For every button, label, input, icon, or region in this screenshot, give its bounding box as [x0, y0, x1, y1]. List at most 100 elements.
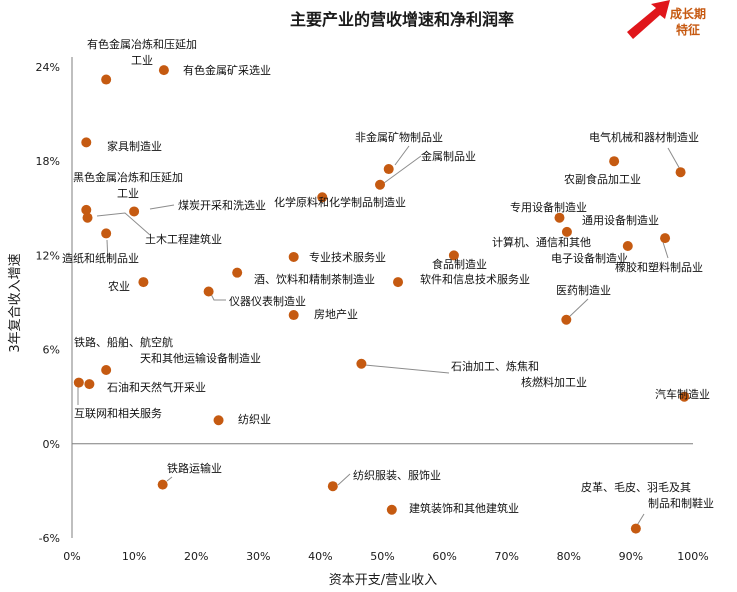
data-point [386, 504, 397, 515]
x-tick-label: 90% [619, 550, 643, 563]
leader-line [106, 239, 109, 263]
data-point [561, 226, 572, 237]
point-label: 橡胶和塑料制品业 [615, 260, 703, 274]
y-axis-title: 3年复合收入增速 [8, 253, 23, 352]
data-point [288, 251, 299, 262]
leader-line [166, 476, 173, 482]
y-tick-label: 12% [36, 249, 60, 262]
point-label: 仪器仪表制造业 [229, 294, 306, 308]
x-tick-label: 80% [557, 550, 581, 563]
data-point [609, 156, 620, 167]
leader-lines [77, 145, 682, 528]
badge-arrow-icon [627, 0, 670, 39]
x-tick-label: 70% [494, 550, 518, 563]
y-tick-label: 6% [43, 344, 60, 357]
x-tick-label: 20% [184, 550, 208, 563]
x-tick-label: 0% [63, 550, 80, 563]
data-labels: 有色金属冶炼和压延加工业有色金属矿采选业家具制造业黑色金属冶炼和压延加工业煤炭开… [62, 37, 714, 515]
data-point [138, 277, 149, 288]
x-tick-label: 100% [677, 550, 708, 563]
point-label: 酒、饮料和精制茶制造业 [254, 272, 375, 286]
point-label: 专用设备制造业 [510, 200, 587, 214]
point-label: 家具制造业 [107, 139, 162, 153]
x-axis-title: 资本开支/营业收入 [329, 573, 437, 588]
leader-line [96, 212, 151, 236]
data-point [129, 206, 140, 217]
data-point [679, 391, 690, 402]
y-tick-label: 0% [43, 438, 60, 451]
point-label: 通用设备制造业 [582, 213, 659, 227]
point-label: 互联网和相关服务 [74, 406, 162, 420]
data-point [101, 74, 112, 85]
data-point [101, 228, 112, 239]
point-label: 石油和天然气开采业 [107, 380, 206, 394]
leader-line [383, 155, 422, 184]
point-label: 建筑装饰和其他建筑业 [409, 501, 519, 515]
point-label: 石油加工、炼焦和核燃料加工业 [451, 359, 587, 389]
y-tick-labels: -6% 0% 6% 12% 18% 24% [36, 61, 60, 545]
point-label: 黑色金属冶炼和压延加工业 [73, 170, 183, 200]
x-tick-label: 10% [122, 550, 146, 563]
point-label: 食品制造业 [432, 257, 487, 271]
point-label: 铁路运输业 [167, 461, 222, 475]
badge-line-1: 成长期 [670, 6, 706, 21]
leader-line [394, 145, 410, 166]
point-label: 皮革、毛皮、羽毛及其制品和制鞋业 [581, 480, 714, 510]
point-label: 医药制造业 [556, 283, 611, 297]
leader-line [364, 364, 450, 374]
data-point [288, 310, 299, 321]
data-point [554, 212, 565, 223]
point-label: 房地产业 [314, 307, 358, 321]
data-point [630, 523, 641, 534]
chart-title: 主要产业的营收增速和净利润率 [290, 10, 514, 29]
data-point [393, 277, 404, 288]
point-label: 有色金属冶炼和压延加工业 [87, 37, 197, 67]
x-tick-label: 50% [370, 550, 394, 563]
growth-badge: 成长期 特征 [627, 0, 706, 39]
data-point [81, 137, 92, 148]
point-label: 纺织业 [238, 412, 271, 426]
point-label: 汽车制造业 [655, 387, 710, 401]
y-tick-label: 18% [36, 155, 60, 168]
point-label: 金属制品业 [421, 149, 476, 163]
point-label: 专业技术服务业 [309, 250, 386, 264]
data-point [327, 481, 338, 492]
point-label: 农副食品加工业 [564, 172, 641, 186]
data-point [213, 415, 224, 426]
x-tick-label: 30% [246, 550, 270, 563]
point-label: 土木工程建筑业 [145, 232, 222, 246]
data-point [383, 164, 394, 175]
point-label: 农业 [108, 279, 130, 293]
data-point [203, 286, 214, 297]
data-point [660, 233, 671, 244]
y-tick-label: -6% [39, 532, 60, 545]
data-point [375, 179, 386, 190]
data-point [622, 240, 633, 251]
point-label: 电气机械和器材制造业 [589, 130, 699, 144]
point-label: 计算机、通信和其他电子设备制造业 [492, 235, 628, 265]
x-tick-labels: 0% 10% 20% 30% 40% 50% 60% 70% 80% 90% 100% [63, 550, 708, 563]
x-tick-label: 40% [308, 550, 332, 563]
point-label: 非金属矿物制品业 [355, 130, 443, 144]
point-label: 造纸和纸制品业 [62, 251, 139, 265]
data-point [232, 267, 243, 278]
leader-line [667, 147, 682, 172]
data-point [82, 212, 93, 223]
leader-line [149, 204, 175, 210]
data-point [81, 204, 92, 215]
point-label: 软件和信息技术服务业 [420, 272, 530, 286]
leader-line [567, 298, 589, 319]
badge-line-2: 特征 [676, 22, 700, 37]
data-point [317, 192, 328, 203]
point-label: 化学原料和化学制品制造业 [274, 195, 406, 209]
data-point [675, 167, 686, 178]
point-label: 纺织服装、服饰业 [353, 468, 441, 482]
point-label: 铁路、船舶、航空航天和其他运输设备制造业 [74, 335, 261, 365]
data-point [157, 479, 168, 490]
point-label: 煤炭开采和洗选业 [178, 199, 266, 212]
data-point [448, 250, 459, 261]
point-label: 有色金属矿采选业 [183, 63, 271, 77]
data-point [84, 379, 95, 390]
data-points [73, 65, 690, 534]
